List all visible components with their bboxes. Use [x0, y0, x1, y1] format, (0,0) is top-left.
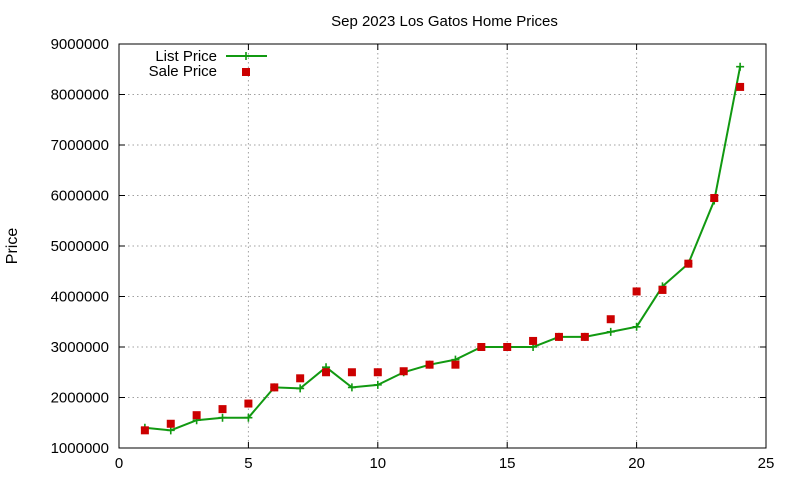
y-tick-label: 2000000: [51, 390, 109, 407]
chart-title: Sep 2023 Los Gatos Home Prices: [331, 13, 558, 30]
y-tick-label: 7000000: [51, 137, 109, 154]
plot-frame: [118, 43, 767, 449]
sale-price-point: [399, 367, 408, 376]
y-tick-label: 3000000: [51, 339, 109, 356]
y-tick-label: 5000000: [51, 238, 109, 255]
legend-label-list-price: List Price: [155, 48, 217, 65]
sale-price-point: [373, 368, 382, 377]
list-price-point: [347, 383, 356, 392]
sale-price-point: [425, 360, 434, 369]
list-price-point: [632, 322, 641, 331]
x-tick-label: 15: [499, 455, 516, 472]
sale-price-point: [451, 360, 460, 369]
sale-price-point: [140, 426, 149, 435]
sale-price-point: [658, 285, 667, 294]
y-tick-label: 9000000: [51, 36, 109, 53]
y-tick-label: 1000000: [51, 440, 109, 457]
list-price-line: [144, 66, 742, 432]
x-tick-label: 10: [369, 455, 386, 472]
x-tick-label: 5: [244, 455, 252, 472]
sale-price-point: [477, 343, 486, 351]
list-price-point: [373, 380, 382, 389]
legend-label-sale-price: Sale Price: [149, 63, 217, 80]
y-tick-label: 8000000: [51, 87, 109, 104]
sale-price-point: [580, 332, 589, 341]
sale-price-point: [296, 374, 305, 383]
sale-price-point: [270, 383, 279, 392]
sale-price-point: [322, 368, 331, 377]
legend-marker-sale-price: [242, 68, 250, 76]
sale-price-point: [632, 287, 641, 296]
legend-marker-list-price: [242, 52, 250, 60]
sale-price-point: [244, 399, 253, 408]
sale-price-point: [503, 343, 512, 351]
list-price-point: [296, 384, 305, 393]
sale-price-point: [218, 405, 227, 414]
sale-price-point: [710, 194, 719, 203]
sale-price-point: [166, 419, 175, 428]
x-tick-label: 0: [115, 455, 123, 472]
x-tick-label: 20: [628, 455, 645, 472]
list-price-point: [606, 327, 615, 336]
y-tick-label: 6000000: [51, 188, 109, 205]
sale-price-point: [684, 259, 693, 268]
list-price-point: [736, 62, 745, 71]
sale-price-point: [347, 368, 356, 377]
y-tick-label: 4000000: [51, 289, 109, 306]
x-tick-label: 25: [758, 455, 775, 472]
series-list-price: [140, 62, 745, 435]
y-axis-label: Price: [4, 228, 21, 265]
list-price-point: [244, 413, 253, 422]
series-sale-price: [140, 82, 745, 435]
grid-lines: [119, 44, 766, 448]
sale-price-point: [192, 411, 201, 420]
sale-price-point: [736, 82, 745, 91]
sale-price-point: [606, 315, 615, 324]
sale-price-point: [529, 336, 538, 345]
list-price-point: [218, 413, 227, 422]
axis-ticks: 0 5 10 15 20 25 1000000 2000000 3000000 4000000 50…: [51, 36, 775, 472]
sale-price-point: [554, 332, 563, 341]
